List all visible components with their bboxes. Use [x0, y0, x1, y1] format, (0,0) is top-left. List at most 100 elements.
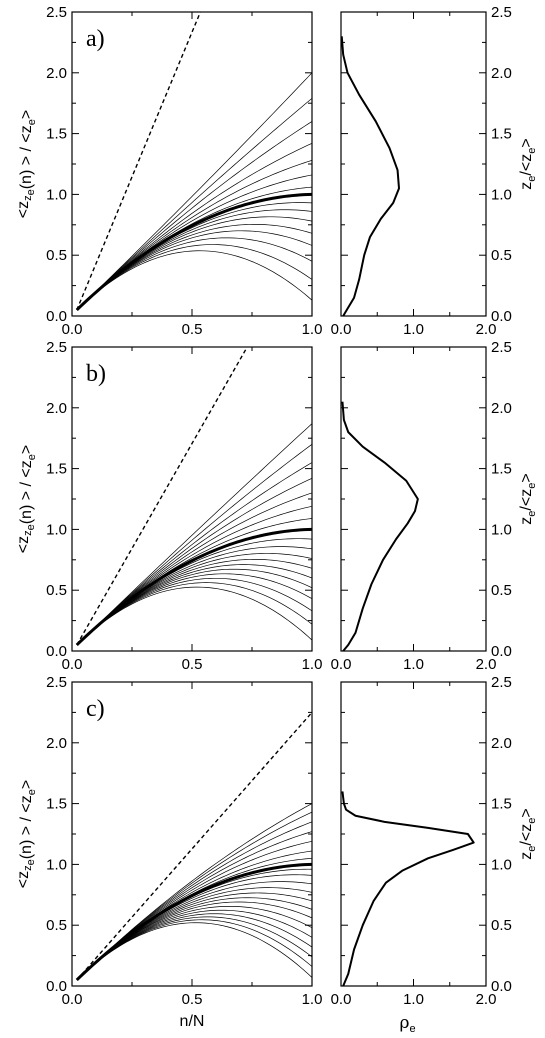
left-y-tick-label: 1.5	[46, 461, 67, 478]
axis-title-part: e	[526, 176, 538, 182]
right-x-tick-label: 0.0	[331, 991, 352, 1008]
right-x-tick-label: 2.0	[476, 321, 497, 338]
right-y-tick-label: 2.5	[491, 339, 512, 356]
left-plot-frame	[71, 11, 313, 317]
right-x-tick-label: 0.0	[331, 656, 352, 673]
right-y-tick-label: 2.5	[491, 4, 512, 21]
right-y-tick-label: 2.0	[491, 735, 512, 752]
axis-title-part: e	[526, 483, 538, 489]
thin-series-line	[76, 72, 312, 311]
axis-title-part: e	[526, 148, 538, 154]
axis-title-part: /<z	[518, 489, 535, 511]
left-y-tick-label: 2.5	[46, 4, 67, 21]
thin-series-line	[76, 586, 312, 646]
axis-title-part: z	[518, 517, 535, 525]
left-y-tick-label: 0.0	[46, 308, 67, 325]
thin-series-line	[76, 546, 312, 646]
left-y-tick-label: 2.0	[46, 735, 67, 752]
left-y-tick-label: 1.0	[46, 521, 67, 538]
left-y-tick-label: 0.5	[46, 917, 67, 934]
panel-label: c)	[86, 696, 105, 722]
axis-title-part: e	[26, 119, 38, 125]
right-y-tick-label: 0.0	[491, 643, 512, 660]
left-x-tick-label: 0.5	[182, 321, 203, 338]
axis-title-part: >	[18, 445, 35, 454]
left-y-tick-label: 1.0	[46, 186, 67, 203]
left-plot-frame	[71, 681, 313, 987]
axis-title-part: >	[18, 110, 35, 119]
axis-title-part: >	[18, 780, 35, 789]
dashed-line	[76, 711, 312, 981]
thin-series-line	[76, 216, 312, 311]
right-y-axis-title: ze/<ze>	[518, 473, 538, 524]
left-y-tick-label: 1.0	[46, 856, 67, 873]
left-x-tick-label: 0.0	[62, 656, 83, 673]
thin-series-line	[76, 868, 312, 981]
axis-title-part: e	[526, 846, 538, 852]
mean-series-line	[75, 192, 312, 312]
thin-series-line	[76, 518, 312, 646]
right-y-tick-label: 1.5	[491, 461, 512, 478]
right-y-axis-title: ze/<ze>	[518, 808, 538, 859]
left-x-tick-label: 0.0	[62, 321, 83, 338]
dashed-line	[76, 12, 202, 311]
left-y-tick-label: 0.0	[46, 643, 67, 660]
right-y-tick-label: 1.5	[491, 126, 512, 143]
right-y-tick-label: 0.5	[491, 582, 512, 599]
left-y-tick-label: 1.5	[46, 796, 67, 813]
right-plot-frame	[340, 11, 487, 317]
right-y-tick-label: 0.5	[491, 917, 512, 934]
left-plot-frame	[71, 346, 313, 652]
thin-series-line	[76, 901, 312, 981]
right-x-tick-label: 2.0	[476, 656, 497, 673]
axis-title-part: >	[518, 473, 535, 482]
thin-series-line	[76, 505, 312, 646]
axis-title-part: e	[526, 511, 538, 517]
axis-title-part: z	[518, 852, 535, 860]
axis-title-part: (n) > / <z	[18, 460, 35, 524]
axis-title-part: (n) > / <z	[18, 795, 35, 859]
axis-title-part: (n) > / <z	[18, 125, 35, 189]
right-y-tick-label: 1.0	[491, 186, 512, 203]
thin-series-line	[76, 857, 312, 981]
right-y-tick-label: 2.5	[491, 674, 512, 691]
right-y-tick-label: 0.0	[491, 308, 512, 325]
axis-title-part: ρ	[399, 1013, 409, 1033]
density-curve	[340, 36, 400, 317]
thin-series-line	[76, 230, 312, 311]
axis-title-part: >	[518, 808, 535, 817]
dashed-line	[76, 347, 248, 646]
axis-title-part: /<z	[518, 824, 535, 846]
axis-title-part: /<z	[518, 154, 535, 176]
left-y-axis-title: <zze(n) > / <ze>	[15, 780, 38, 888]
thin-series-line	[76, 121, 312, 311]
thin-series-line	[76, 244, 312, 311]
right-x-tick-label: 0.0	[331, 321, 352, 338]
left-y-tick-label: 2.0	[46, 400, 67, 417]
left-x-tick-label: 0.0	[62, 991, 83, 1008]
axis-title-part: e	[25, 189, 37, 195]
panel-label: b)	[86, 361, 106, 387]
thin-series-line	[76, 840, 312, 981]
left-y-tick-label: 0.5	[46, 582, 67, 599]
thin-series-line	[76, 559, 312, 646]
axis-title-part: e	[26, 789, 38, 795]
thin-series-line	[76, 909, 312, 981]
axis-title-part: z	[22, 865, 34, 871]
left-x-tick-label: 1.0	[302, 321, 323, 338]
left-x-axis-title: n/N	[180, 1013, 205, 1030]
thin-series-line	[76, 568, 312, 646]
left-x-tick-label: 1.0	[302, 991, 323, 1008]
thin-series-line	[76, 250, 312, 311]
thin-series-line	[76, 186, 312, 311]
right-x-tick-label: 1.0	[403, 321, 424, 338]
right-x-tick-label: 1.0	[403, 991, 424, 1008]
left-y-tick-label: 0.5	[46, 247, 67, 264]
axis-title-part: e	[25, 524, 37, 530]
thin-series-line	[76, 160, 312, 311]
thin-series-line	[76, 887, 312, 981]
axis-title-part: z	[22, 530, 34, 536]
thin-series-line	[76, 553, 312, 646]
right-y-tick-label: 0.0	[491, 978, 512, 995]
